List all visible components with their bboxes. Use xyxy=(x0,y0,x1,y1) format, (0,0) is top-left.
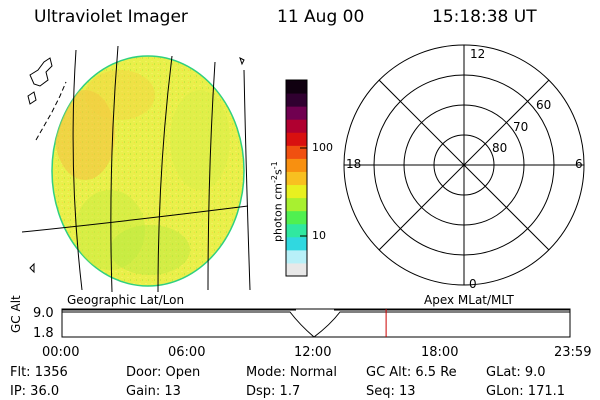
mlt-label-12: 12 xyxy=(470,47,486,61)
emission-patches xyxy=(55,70,230,275)
colorbar-band xyxy=(286,184,307,199)
colorbar-frame xyxy=(285,79,308,277)
x-tick-1: 06:00 xyxy=(168,345,206,360)
geo-panel-label: Geographic Lat/Lon xyxy=(67,293,185,307)
mlat-label-60: 60 xyxy=(536,98,552,112)
colorbar-bands xyxy=(286,80,307,277)
flight-number: Flt: 1356 xyxy=(10,365,68,380)
altitude-y-tick-top: 9.0 xyxy=(33,306,54,321)
colorbar-band xyxy=(286,132,307,146)
gain-value: Gain: 13 xyxy=(126,384,181,399)
door-status: Door: Open xyxy=(126,365,201,380)
mlt-label-6: 6 xyxy=(575,157,583,171)
colorbar-band xyxy=(286,210,307,225)
mlt-label-18: 18 xyxy=(346,157,362,171)
coastline-outline xyxy=(27,57,245,274)
image-time: 15:18:38 UT xyxy=(432,7,537,27)
colorbar-band xyxy=(286,145,307,159)
colorbar-band xyxy=(286,236,307,251)
altitude-plot-frame xyxy=(61,308,571,338)
x-tick-4: 23:59 xyxy=(554,345,592,360)
geo-longitude: GLon: 171.1 xyxy=(486,384,566,399)
mode-status: Mode: Normal xyxy=(246,365,337,380)
mlat-label-70: 70 xyxy=(513,120,529,134)
ip-value: IP: 36.0 xyxy=(10,384,60,399)
altitude-y-tick-bottom: 1.8 xyxy=(33,326,54,341)
gc-altitude: GC Alt: 6.5 Re xyxy=(366,365,457,380)
mlt-label-0: 0 xyxy=(469,277,477,291)
colorbar-band xyxy=(286,223,307,238)
sequence-number: Seq: 13 xyxy=(366,384,416,399)
colorbar-band xyxy=(286,80,307,94)
colorbar-band xyxy=(286,106,307,120)
colorbar-tick-label-100: 100 xyxy=(312,141,333,154)
colorbar-tick-label-10: 10 xyxy=(312,229,326,242)
colorbar-band xyxy=(286,249,307,264)
geo-latitude: GLat: 9.0 xyxy=(486,365,546,380)
x-tick-2: 12:00 xyxy=(294,345,332,360)
altitude-y-label: GC Alt xyxy=(9,295,23,333)
colorbar-band xyxy=(286,158,307,172)
x-tick-0: 00:00 xyxy=(42,345,80,360)
colorbar-band xyxy=(286,197,307,212)
polar-panel-label: Apex MLat/MLT xyxy=(424,293,514,307)
lat-lon-grid xyxy=(22,46,251,293)
mlt-diagonal-2 xyxy=(378,79,550,251)
colorbar-band xyxy=(286,171,307,186)
colorbar-band xyxy=(286,93,307,107)
colorbar-band xyxy=(286,262,307,277)
mlat-label-80: 80 xyxy=(492,141,508,155)
colorbar-band xyxy=(286,119,307,133)
instrument-title: Ultraviolet Imager xyxy=(34,7,188,27)
image-date: 11 Aug 00 xyxy=(277,7,365,27)
x-tick-3: 18:00 xyxy=(421,345,459,360)
altitude-curve xyxy=(62,311,570,338)
dsp-value: Dsp: 1.7 xyxy=(246,384,301,399)
